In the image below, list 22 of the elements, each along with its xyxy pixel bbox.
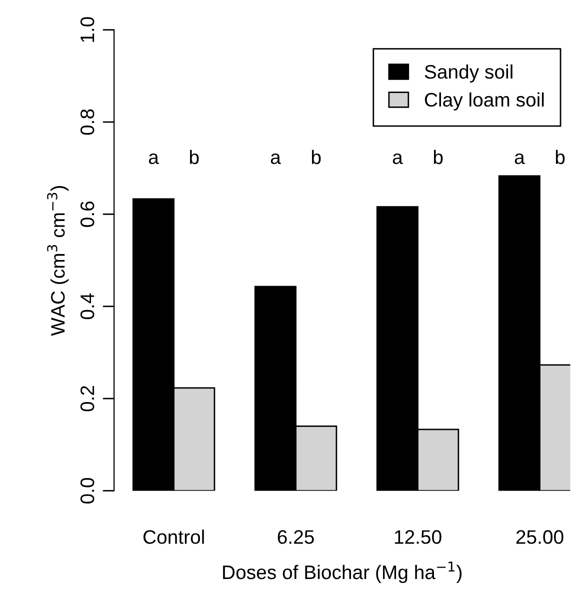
x-tick-label: 25.00 <box>516 530 564 544</box>
legend-label: Sandy soil <box>424 64 512 83</box>
annotation: a <box>392 153 403 164</box>
x-axis-title: Doses of Biochar (Mg ha$^{−1}$) <box>223 562 462 584</box>
annotation: b <box>312 150 321 164</box>
annotation: a <box>270 153 281 164</box>
annotation: b <box>434 150 443 164</box>
y-tick-label: 1.0 <box>80 17 94 42</box>
y-tick-label: 0.4 <box>80 293 94 320</box>
y-axis-title: WAC (cm$^{3}$ cm$^{−3}$) <box>47 186 69 336</box>
y-tick-label: 0.0 <box>80 478 94 504</box>
annotation: b <box>190 150 199 164</box>
annotation: a <box>514 153 525 164</box>
y-tick-label: 0.2 <box>80 386 94 412</box>
x-tick-label: 12.50 <box>394 530 442 544</box>
legend-label: Clay loam soil <box>424 92 544 111</box>
annotation: a <box>148 153 159 164</box>
y-tick-label: 0.8 <box>80 109 94 135</box>
x-tick-label: 6.25 <box>278 530 314 544</box>
annotation: b <box>556 150 565 164</box>
x-tick-label: Control <box>143 530 204 544</box>
y-tick-label: 0.6 <box>80 202 94 227</box>
